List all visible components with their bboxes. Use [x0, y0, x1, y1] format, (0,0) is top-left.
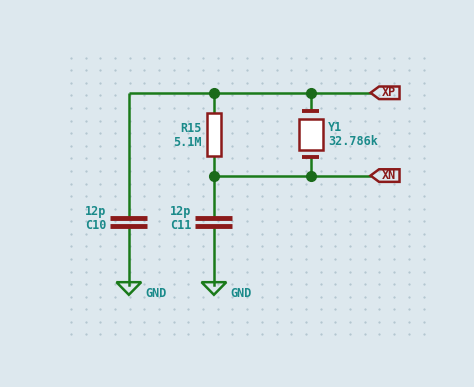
Text: 5.1M: 5.1M [173, 136, 202, 149]
Text: 12p: 12p [170, 205, 191, 219]
Text: GND: GND [145, 287, 166, 300]
Text: 32.786k: 32.786k [328, 135, 378, 148]
Text: 12p: 12p [85, 205, 107, 219]
Bar [299, 119, 323, 150]
Text: C10: C10 [85, 219, 107, 233]
Text: C11: C11 [170, 219, 191, 233]
Text: GND: GND [230, 287, 252, 300]
Text: R15: R15 [181, 122, 202, 135]
Text: XP: XP [382, 86, 396, 99]
Text: Y1: Y1 [328, 121, 343, 134]
Text: XN: XN [382, 169, 396, 182]
Bar [207, 113, 221, 156]
